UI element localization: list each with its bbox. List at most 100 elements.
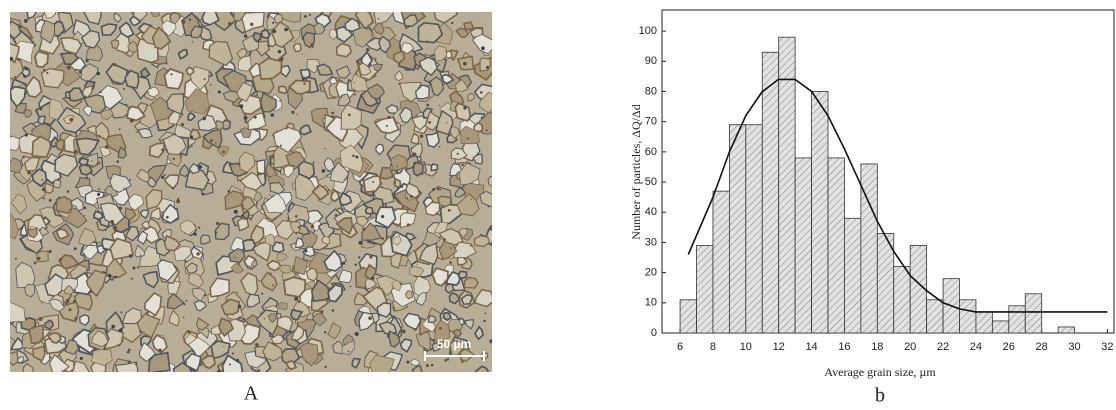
- grain: [338, 269, 353, 284]
- grain: [105, 62, 129, 86]
- grain: [236, 47, 248, 59]
- grain: [24, 283, 36, 298]
- particle: [161, 148, 164, 152]
- bar: [827, 157, 845, 334]
- grain: [236, 81, 254, 102]
- particle: [231, 352, 234, 355]
- grain: [125, 105, 147, 122]
- grain: [110, 39, 120, 49]
- grain: [276, 12, 302, 23]
- grain: [369, 354, 395, 372]
- particle: [258, 279, 260, 282]
- grain: [344, 17, 361, 33]
- particle: [303, 82, 306, 85]
- micrograph: [10, 12, 492, 372]
- grain: [62, 114, 74, 125]
- grain: [109, 237, 134, 261]
- particle: [381, 215, 385, 219]
- grain: [427, 314, 437, 324]
- particle: [298, 301, 301, 304]
- particle: [439, 104, 441, 107]
- particle: [198, 165, 203, 169]
- grain: [137, 127, 153, 139]
- grain: [230, 262, 245, 274]
- particle: [116, 160, 120, 163]
- particle: [58, 258, 62, 262]
- particle: [236, 292, 239, 294]
- particle: [366, 47, 370, 52]
- grain: [55, 228, 70, 240]
- grain: [232, 12, 247, 22]
- grain: [463, 276, 479, 289]
- particle: [272, 21, 275, 24]
- particle: [110, 219, 114, 224]
- particle: [449, 261, 452, 264]
- grain: [390, 154, 409, 171]
- grain: [323, 157, 336, 172]
- particle: [177, 197, 180, 200]
- particle: [375, 57, 377, 60]
- particle: [38, 317, 43, 321]
- particle: [107, 273, 112, 278]
- grain: [311, 313, 327, 327]
- particle: [158, 348, 162, 353]
- grain: [411, 365, 423, 372]
- bar: [728, 124, 747, 334]
- grain: [473, 121, 484, 133]
- grain: [136, 168, 150, 183]
- grain: [454, 186, 467, 198]
- particle: [193, 232, 197, 236]
- grain: [289, 221, 301, 235]
- grain: [457, 270, 468, 279]
- grain: [143, 291, 163, 317]
- grain: [128, 193, 145, 211]
- grain: [185, 262, 198, 274]
- grain: [295, 237, 305, 249]
- particle: [33, 261, 37, 265]
- grain: [434, 45, 448, 62]
- bar: [893, 266, 911, 334]
- grain: [177, 48, 189, 60]
- grain: [81, 29, 101, 49]
- grain: [114, 361, 139, 372]
- grain: [54, 138, 65, 153]
- particle: [385, 124, 388, 127]
- particle: [484, 312, 487, 315]
- y-tick-label: 60: [645, 146, 657, 158]
- particle: [79, 356, 83, 361]
- grain: [210, 340, 231, 360]
- particle: [304, 249, 308, 253]
- particle: [66, 65, 71, 70]
- particle: [216, 221, 220, 226]
- panel-caption: b: [875, 385, 885, 407]
- particle: [22, 156, 25, 159]
- grain: [129, 15, 142, 27]
- grain: [290, 324, 305, 342]
- particle: [130, 277, 133, 280]
- particle: [243, 34, 248, 38]
- particle: [279, 56, 284, 61]
- particle: [279, 99, 282, 102]
- grain: [266, 259, 283, 272]
- particle: [84, 215, 86, 217]
- bar: [1024, 293, 1043, 334]
- particle: [327, 189, 330, 192]
- particle: [369, 255, 373, 259]
- grain: [273, 13, 283, 24]
- grain: [239, 151, 256, 173]
- grain: [46, 331, 62, 344]
- grain: [374, 206, 397, 229]
- grain: [337, 93, 351, 107]
- particle: [46, 71, 49, 75]
- grain: [434, 319, 451, 343]
- grain: [272, 241, 285, 253]
- grain: [137, 230, 149, 245]
- particle: [42, 68, 45, 71]
- particle: [112, 63, 117, 67]
- particle: [387, 115, 391, 119]
- grain: [162, 133, 187, 156]
- particle: [456, 152, 459, 155]
- particle: [446, 122, 448, 124]
- grain: [335, 42, 352, 58]
- grain: [10, 193, 28, 215]
